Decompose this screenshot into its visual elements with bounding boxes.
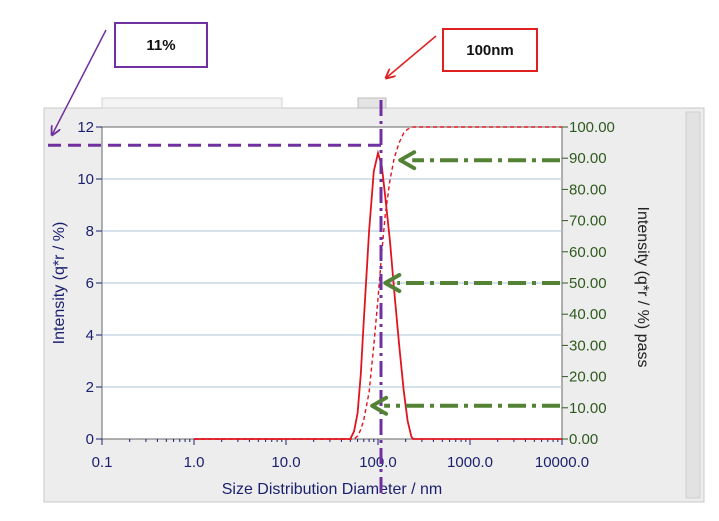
size-callout: 100nm xyxy=(442,28,538,72)
x-tick-label: 1000.0 xyxy=(447,454,493,471)
y-tick-label: 10 xyxy=(77,171,94,188)
x-tick-label: 100.0 xyxy=(359,454,397,471)
x-tick-label: 10.0 xyxy=(271,454,300,471)
green-arrow-head xyxy=(383,273,402,293)
panel-tab xyxy=(101,97,283,109)
percent-callout: 11% xyxy=(114,22,208,68)
green-arrow-head xyxy=(398,150,417,171)
y2-axis-title: Intensity (q*r / %) pass xyxy=(634,207,651,368)
panel-side-bar xyxy=(685,111,701,499)
y-tick-label: 0 xyxy=(86,431,94,448)
percent-callout-text: 11% xyxy=(146,36,176,54)
cumulative-curve xyxy=(194,126,562,440)
y2-tick-label: 90.00 xyxy=(569,150,607,167)
x-tick-label: 0.1 xyxy=(92,454,113,471)
y2-tick-label: 10.00 xyxy=(569,400,607,417)
x-axis-title: Size Distribution Diameter / nm xyxy=(222,481,443,498)
y2-tick-label: 0.00 xyxy=(569,431,598,448)
y2-tick-label: 80.00 xyxy=(569,181,607,198)
y-tick-label: 8 xyxy=(86,223,94,240)
y2-tick-label: 60.00 xyxy=(569,244,607,261)
x-tick-label: 1.0 xyxy=(184,454,205,471)
size-callout-text: 100nm xyxy=(466,41,514,59)
y-tick-label: 12 xyxy=(77,119,94,136)
y-tick-label: 2 xyxy=(86,379,94,396)
y-axis-title: Intensity (q*r / %) xyxy=(51,222,68,345)
green-arrow-head xyxy=(370,395,389,416)
y2-tick-label: 70.00 xyxy=(569,213,607,230)
y2-tick-label: 40.00 xyxy=(569,306,607,323)
x-tick-label: 10000.0 xyxy=(535,454,589,471)
y2-tick-label: 30.00 xyxy=(569,337,607,354)
y-tick-label: 4 xyxy=(86,327,94,344)
y2-tick-label: 100.00 xyxy=(569,119,615,136)
percent-callout-arrow xyxy=(52,29,107,135)
y-tick-label: 6 xyxy=(86,275,94,292)
panel-tab-small xyxy=(357,97,387,109)
y2-tick-label: 20.00 xyxy=(569,369,607,386)
size-callout-arrow xyxy=(386,35,437,78)
y2-tick-label: 50.00 xyxy=(569,275,607,292)
